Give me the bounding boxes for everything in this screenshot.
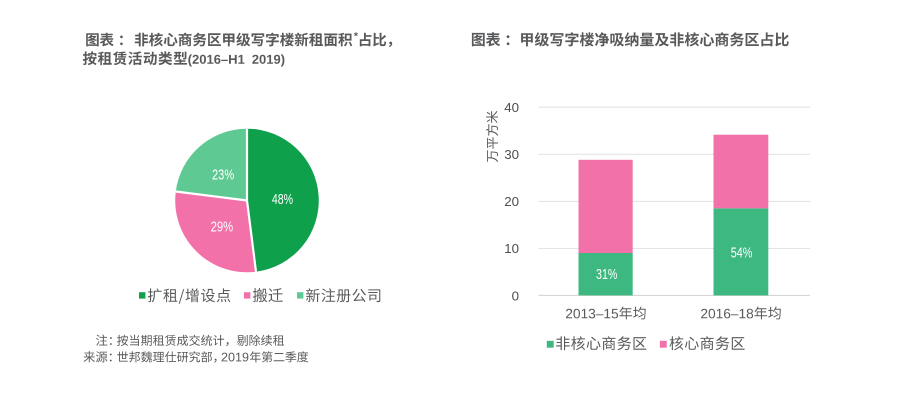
svg-text:0: 0 [512,288,519,303]
svg-text:10: 10 [504,241,519,256]
svg-text:31%: 31% [596,267,617,283]
svg-text:20: 20 [504,194,519,209]
svg-text:23%: 23% [212,167,234,184]
svg-text:40: 40 [504,100,519,115]
svg-text:29%: 29% [211,218,234,235]
svg-text:30: 30 [504,147,519,162]
svg-text:48%: 48% [272,191,293,208]
svg-text:54%: 54% [731,244,753,261]
